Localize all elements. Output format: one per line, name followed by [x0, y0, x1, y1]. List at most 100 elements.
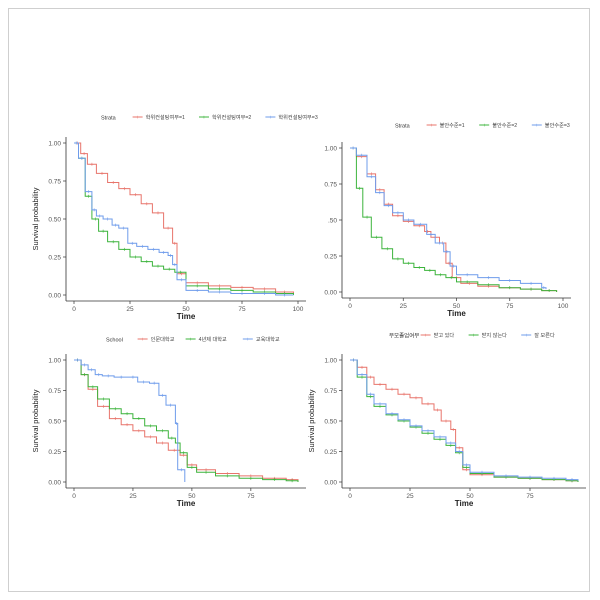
censor-mark	[407, 218, 411, 222]
x-axis-title: Time	[177, 312, 196, 321]
legend-key-censor-mark: +	[189, 337, 192, 343]
series-line-blue	[74, 359, 186, 482]
censor-mark	[438, 435, 442, 439]
legend-entry: 4년제 대학교	[199, 335, 227, 343]
censor-mark	[465, 280, 469, 284]
censor-mark	[464, 463, 468, 467]
censor-mark	[83, 373, 87, 377]
censor-mark	[101, 229, 105, 233]
censor-mark	[100, 171, 104, 175]
legend-key-censor-mark: +	[141, 337, 144, 343]
censor-mark	[360, 373, 364, 377]
censor-mark	[457, 446, 461, 450]
censor-mark	[87, 194, 91, 198]
censor-mark	[547, 289, 551, 293]
censor-mark	[160, 429, 164, 433]
censor-mark	[130, 241, 134, 245]
censor-mark	[437, 241, 441, 245]
series-line-red	[350, 359, 578, 482]
censor-mark	[125, 412, 129, 416]
censor-mark	[378, 402, 382, 406]
y-tick-label: 0.25	[48, 255, 61, 262]
censor-mark	[528, 475, 532, 479]
censor-mark	[386, 204, 390, 208]
censor-mark	[262, 291, 266, 295]
x-tick-label: 25	[126, 306, 134, 313]
censor-mark	[368, 375, 372, 379]
censor-mark	[131, 375, 135, 379]
x-tick-label: 0	[72, 306, 76, 313]
censor-mark	[407, 261, 411, 265]
censor-mark	[82, 152, 86, 156]
censor-mark	[162, 250, 166, 254]
censor-mark	[195, 284, 199, 288]
censor-mark	[190, 465, 194, 469]
censor-mark	[172, 448, 176, 452]
censor-mark	[290, 479, 294, 483]
censor-mark	[272, 478, 276, 482]
censor-mark	[444, 419, 448, 423]
censor-mark	[101, 404, 105, 408]
series-line-green	[350, 147, 558, 292]
censor-mark	[249, 476, 253, 480]
censor-mark	[169, 403, 173, 407]
censor-mark	[137, 417, 141, 421]
censor-mark	[170, 436, 174, 440]
y-tick-label: 0.00	[324, 480, 337, 487]
censor-mark	[90, 162, 94, 166]
y-tick-label: 0.75	[48, 179, 61, 186]
figure-frame: 0.00 0.25 0.50 0.75 1.00 0 25 50 75 100 Time Surviv…	[8, 8, 590, 592]
legend-key-censor-mark: +	[430, 123, 433, 129]
censor-mark	[173, 263, 177, 267]
y-tick-label: 1.00	[324, 358, 337, 365]
censor-mark	[378, 188, 382, 192]
censor-mark	[74, 141, 78, 145]
censor-mark	[178, 270, 182, 274]
censor-mark	[106, 374, 110, 378]
censor-mark	[160, 393, 164, 397]
censor-mark	[368, 392, 372, 396]
y-tick-label: 0.00	[48, 480, 61, 487]
y-tick-label: 0.00	[324, 290, 337, 297]
censor-mark	[180, 278, 184, 282]
x-tick-label: 0	[72, 493, 76, 500]
legend-entry: 잘 모른다	[534, 331, 555, 339]
censor-mark	[195, 281, 199, 285]
series-line-green	[74, 142, 294, 295]
x-tick-label: 25	[400, 303, 408, 310]
censor-mark	[465, 273, 469, 277]
censor-mark	[360, 153, 364, 157]
x-tick-label: 100	[293, 306, 304, 313]
censor-mark	[352, 358, 356, 362]
censor-mark	[417, 266, 421, 270]
censor-mark	[111, 240, 115, 244]
censor-mark	[180, 272, 184, 276]
censor-mark	[149, 424, 153, 428]
y-axis-title: Survival probability	[307, 389, 316, 452]
censor-mark	[134, 255, 138, 259]
censor-mark	[426, 429, 430, 433]
x-tick-label: 75	[506, 303, 514, 310]
x-tick-label: 75	[238, 306, 246, 313]
y-tick-label: 0.25	[324, 449, 337, 456]
legend-entry: 불안수준=2	[492, 122, 517, 129]
x-tick-label: 0	[348, 303, 352, 310]
y-tick-label: 1.00	[48, 358, 61, 365]
censor-mark	[378, 382, 382, 386]
censor-mark	[122, 247, 126, 251]
series-line-red	[74, 142, 294, 295]
y-tick-label: 0.75	[324, 388, 337, 395]
censor-mark	[134, 193, 138, 197]
censor-mark	[76, 358, 80, 362]
series-line-red	[350, 147, 558, 292]
x-tick-label: 100	[558, 303, 569, 310]
censor-mark	[414, 396, 418, 400]
censor-mark	[418, 222, 422, 226]
censor-mark	[90, 368, 94, 372]
censor-mark	[445, 250, 449, 254]
censor-mark	[385, 247, 389, 251]
censor-mark	[360, 365, 364, 369]
censor-mark	[93, 217, 97, 221]
censor-mark	[167, 267, 171, 271]
censor-mark	[156, 264, 160, 268]
